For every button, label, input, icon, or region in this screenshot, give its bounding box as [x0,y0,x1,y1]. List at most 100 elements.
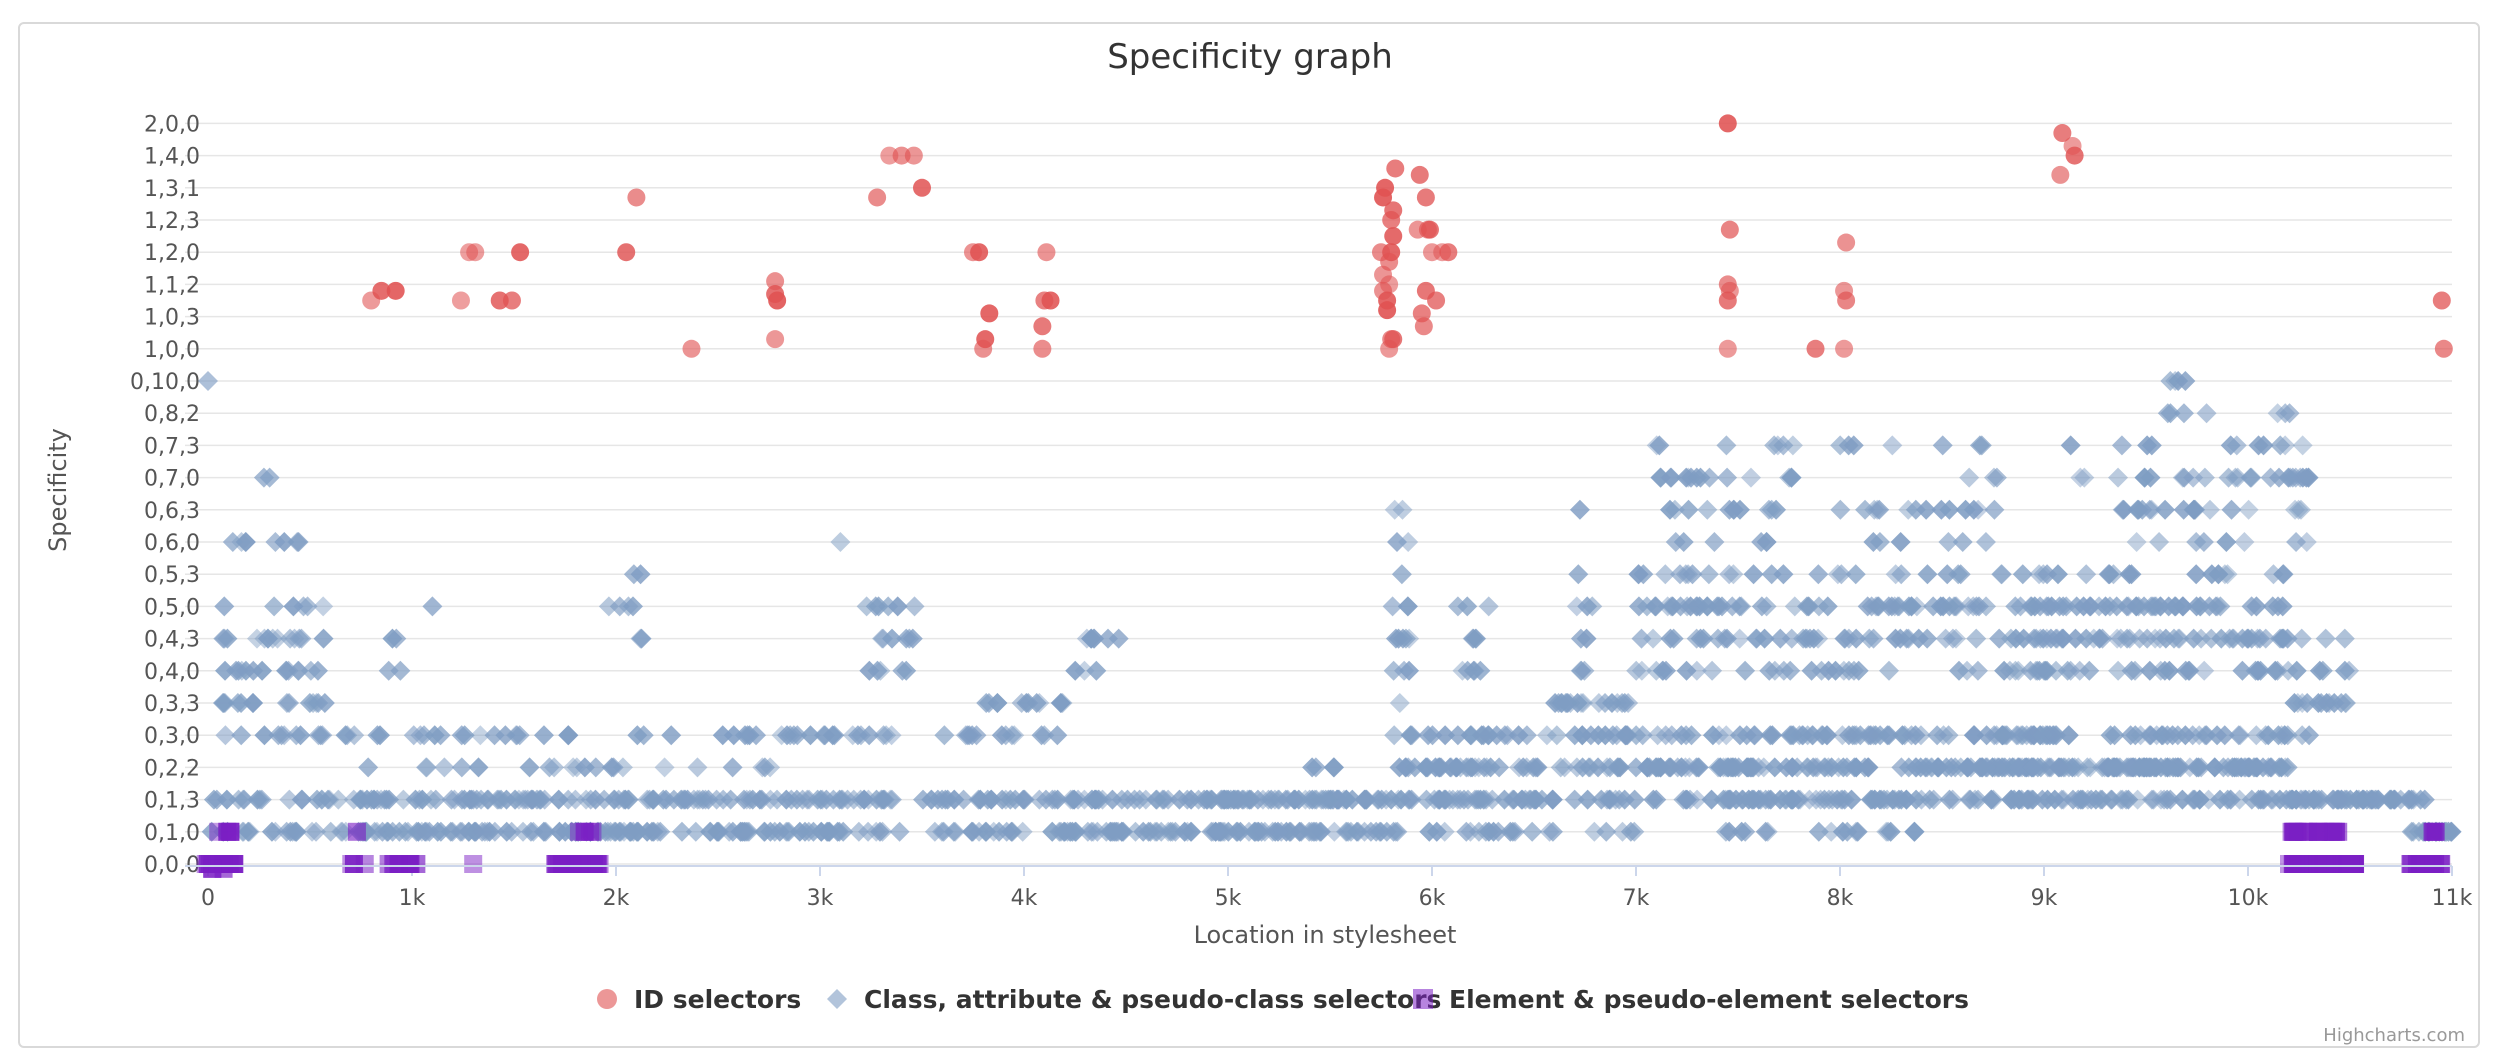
class-selector-point [1065,660,1086,681]
class-selector-point [1743,757,1764,778]
class-selector-point [2037,789,2058,810]
class-selector-point [1277,789,1298,810]
id-selector-point [868,188,887,207]
legend-label: Class, attribute & pseudo-class selector… [864,985,1441,1014]
class-selector-point [1382,596,1403,617]
class-selector-point [1241,789,1262,810]
class-selector-point [292,789,313,810]
class-selector-point [957,725,978,746]
id-selector-point [2434,339,2453,358]
class-selector-point [1108,821,1129,842]
class-selector-point [1975,532,1996,552]
class-selector-point [1939,499,1960,520]
class-selector-point [2255,725,2276,746]
class-selector-point [1766,499,1787,520]
class-selector-point [1833,660,1854,681]
class-selector-point [1264,789,1285,810]
id-selector-point [466,243,485,262]
x-tick-label: 7k [1623,886,1650,911]
element-selector-point [2423,822,2442,841]
class-selector-point [1782,757,1803,778]
class-selector-point [1905,499,1926,520]
class-selector-point [2125,725,2146,746]
class-selector-point [1814,757,1835,778]
class-selector-point [830,532,851,552]
legend-item[interactable]: ID selectors [597,985,801,1014]
class-selector-point [1384,725,1405,746]
class-selector-point [713,789,734,810]
class-selector-point [2139,757,2160,778]
class-selector-point [2190,596,2211,617]
class-selector-point [781,789,802,810]
legend-item[interactable]: Element & pseudo-element selectors [1413,985,1969,1014]
class-selector-point [819,821,840,842]
class-selector-point [1463,660,1484,681]
class-selector-point [633,725,654,746]
class-selector-point [1701,789,1722,810]
id-selector-point [386,281,405,300]
class-selector-point [1576,628,1597,649]
class-selector-point [650,821,671,842]
class-selector-point [1673,532,1694,552]
class-selector-point [1984,499,2005,520]
class-selector-point [377,821,398,842]
class-selector-point [201,821,222,842]
class-selector-point [1808,596,1829,617]
class-selector-point [1676,660,1697,681]
id-selector-point [627,188,646,207]
class-selector-point [2119,564,2140,585]
legend[interactable]: ID selectors Class, attribute & pseudo-cl… [597,985,1969,1014]
class-selector-point [752,757,773,778]
id-selector-point [1408,220,1427,239]
class-selector-point [1386,532,1407,552]
id-selector-point [1378,301,1397,320]
y-tick-label: 0,3,3 [144,692,200,717]
class-selector-point [454,725,475,746]
class-selector-point [1435,725,1456,746]
class-selector-point [2228,725,2249,746]
class-selector-point [2218,467,2239,488]
class-selector-point [1034,725,1055,746]
class-selector-point [1964,725,1985,746]
class-selector-point [1891,564,1912,585]
y-tick-label: 0,7,3 [144,434,200,459]
class-selector-point [239,821,260,842]
class-selector-point [1904,821,1925,842]
class-selector-point [1969,435,1990,456]
class-selector-point [749,789,770,810]
x-tick-label: 9k [2031,886,2058,911]
class-selector-point [1764,757,1785,778]
class-selector-point [1602,725,1623,746]
element-selector-point [2285,822,2304,841]
class-selector-point [1029,693,1050,713]
class-selector-point [1835,628,1856,649]
id-selector-point [1384,227,1403,246]
id-selector-point [1720,220,1739,239]
class-selector-point [2024,596,2045,617]
y-tick-label: 0,8,2 [144,402,200,427]
class-selector-point [2142,596,2163,617]
class-selector-point [924,821,945,842]
id-selector-point [1439,243,1458,262]
credits-link[interactable]: Highcharts.com [2323,1025,2465,1046]
y-axis-ticks: 0,0,00,1,00,1,30,2,20,3,00,3,30,4,00,4,3… [130,112,200,878]
class-selector-point [313,628,334,649]
class-selector-point [1415,757,1436,778]
class-selector-point [1905,725,1926,746]
class-selector-point [271,725,292,746]
legend-item[interactable]: Class, attribute & pseudo-class selector… [827,985,1441,1014]
class-selector-point [1088,789,1109,810]
class-selector-point [1855,499,1876,520]
class-selector-point [1220,789,1241,810]
class-selector-point [1885,628,1906,649]
id-selector-point [766,272,785,291]
class-selector-point [1938,532,1959,552]
class-selector-point [1664,499,1685,520]
class-selector-point [2290,499,2311,520]
class-selector-point [2076,564,2097,585]
class-selector-point [2193,532,2214,552]
class-selector-point [226,660,247,681]
class-selector-point [585,789,606,810]
element-selector-point [2309,822,2328,841]
class-selector-point [1735,821,1756,842]
